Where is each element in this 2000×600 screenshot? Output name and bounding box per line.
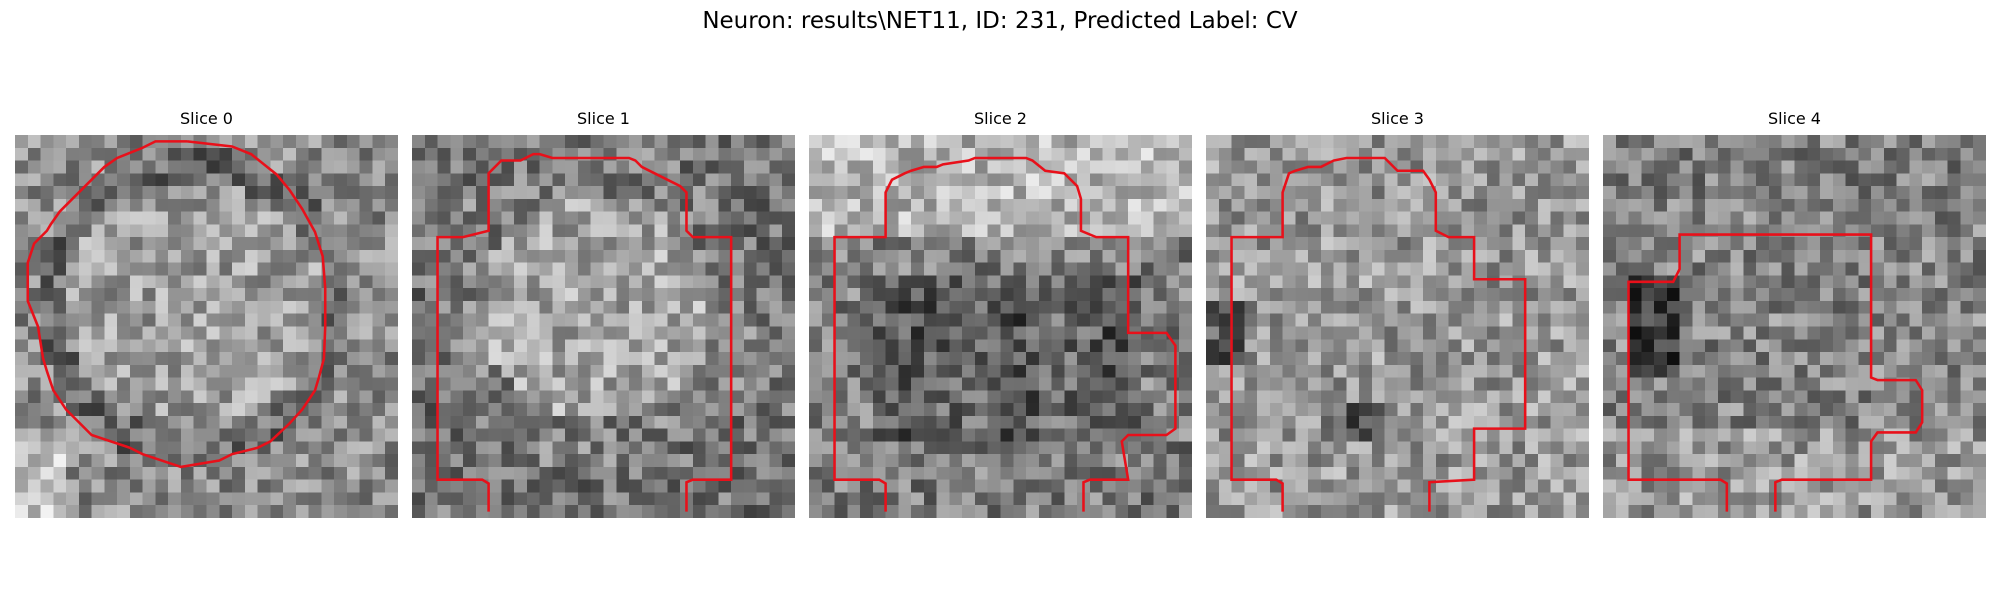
segmentation-contour: [1230, 156, 1527, 512]
slice-panel-2: Slice 2: [809, 109, 1192, 518]
grayscale-image: [1603, 135, 1986, 518]
grayscale-image: [15, 135, 398, 518]
slice-image: [412, 135, 795, 518]
slice-panel-1: Slice 1: [412, 109, 795, 518]
slice-title: Slice 2: [974, 109, 1027, 128]
slice-title: Slice 0: [180, 109, 233, 128]
slice-image: [809, 135, 1192, 518]
figure-title: Neuron: results\NET11, ID: 231, Predicte…: [702, 8, 1298, 34]
segmentation-contour: [833, 156, 1177, 512]
slice-panel-3: Slice 3: [1206, 109, 1589, 518]
slice-panel-4: Slice 4: [1603, 109, 1986, 518]
slice-title: Slice 3: [1371, 109, 1424, 128]
slice-panel-0: Slice 0: [15, 109, 398, 518]
slice-image: [1206, 135, 1589, 518]
slice-image: [15, 135, 398, 518]
grayscale-image: [412, 135, 795, 518]
grayscale-image: [1206, 135, 1589, 518]
slice-image: [1603, 135, 1986, 518]
segmentation-contour: [26, 140, 327, 469]
slice-title: Slice 4: [1768, 109, 1821, 128]
segmentation-contour: [1627, 233, 1924, 512]
grayscale-image: [809, 135, 1192, 518]
slice-title: Slice 1: [577, 109, 630, 128]
segmentation-contour: [436, 152, 733, 512]
